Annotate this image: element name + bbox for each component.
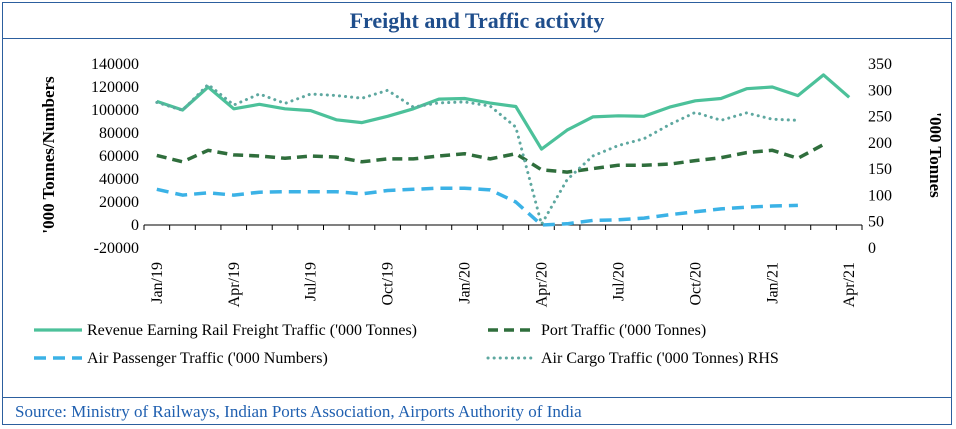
series-line-2	[156, 142, 825, 174]
x-tick-label: Jul/19	[303, 262, 320, 301]
y-tick-label: 80000	[99, 125, 139, 142]
y2-tick-label: 150	[868, 161, 892, 178]
y2-tick-label: 200	[868, 135, 892, 152]
x-tick-label: Jan/19	[149, 262, 166, 304]
y2-tick-label: 100	[868, 187, 892, 204]
legend-label-2: Port Traffic ('000 Tonnes)	[541, 322, 706, 339]
x-tick-label: Apr/19	[226, 262, 243, 307]
x-tick-label: Jan/21	[764, 262, 781, 304]
y2-tick-label: 50	[868, 214, 884, 231]
chart-title: Freight and Traffic activity	[3, 3, 951, 39]
series-group	[155, 73, 851, 227]
source-note: Source: Ministry of Railways, Indian Por…	[3, 397, 951, 424]
series-line-4	[155, 83, 800, 226]
series-line-1	[156, 73, 851, 151]
x-tick-label: Jan/20	[457, 262, 474, 304]
x-tick-label: Apr/21	[841, 262, 858, 307]
y-tick-label: 20000	[99, 194, 139, 211]
x-tick-label: Oct/19	[380, 262, 397, 306]
axes-group: Jan/19 Apr/19 Jul/19 Oct/19 Jan/20 Apr/20 Jul/…	[91, 56, 892, 307]
y2-tick-label: 250	[868, 109, 892, 126]
x-tick-label: Apr/20	[533, 262, 550, 307]
chart-frame: Freight and Traffic activity Source: Min…	[2, 2, 952, 425]
legend-label-1: Revenue Earning Rail Freight Traffic ('0…	[87, 322, 417, 339]
legend: Revenue Earning Rail Freight Traffic ('0…	[34, 322, 779, 367]
x-tick-label: Jul/20	[610, 262, 627, 301]
y2-tick-label: 350	[868, 56, 892, 73]
y2-tick-label: 300	[868, 82, 892, 99]
y-tick-label: 120000	[91, 79, 139, 96]
y-tick-label: -20000	[94, 240, 139, 257]
legend-label-3: Air Passenger Traffic ('000 Numbers)	[87, 350, 328, 367]
x-tick-label: Oct/20	[687, 262, 704, 306]
series-line-3	[156, 186, 798, 227]
y-axis-title: '000 Tonnes/Numbers	[39, 76, 58, 234]
y-tick-label: 0	[131, 217, 139, 234]
y-tick-label: 60000	[99, 148, 139, 165]
y-tick-label: 40000	[99, 171, 139, 188]
legend-label-4: Air Cargo Traffic ('000 Tonnes) RHS	[541, 350, 779, 367]
y-tick-label: 100000	[91, 102, 139, 119]
y-tick-label: 140000	[91, 56, 139, 73]
y2-tick-label: 0	[868, 240, 876, 257]
y2-axis-title: '000 Tonnes	[926, 112, 945, 198]
